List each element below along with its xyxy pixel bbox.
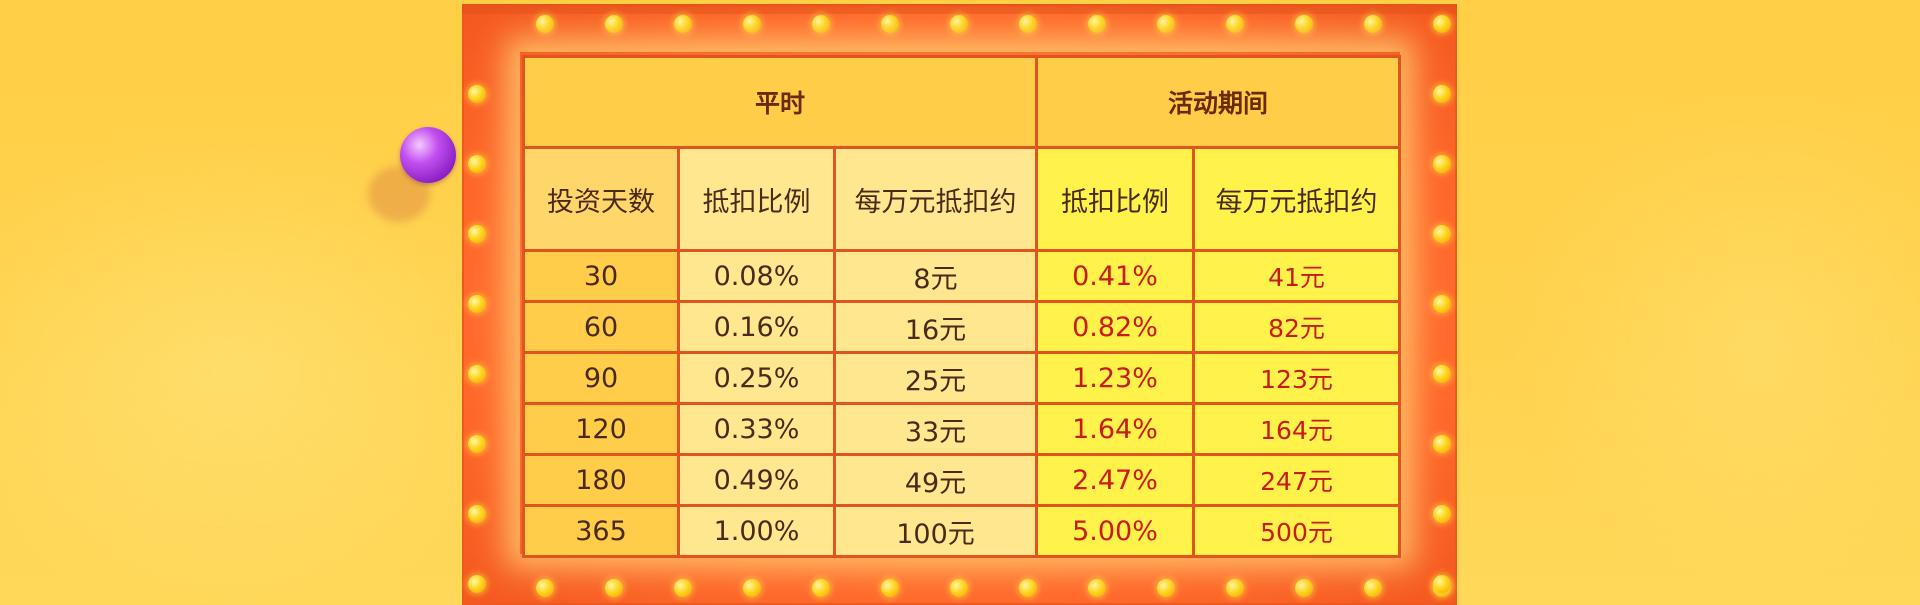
marquee-bulb bbox=[1295, 579, 1313, 597]
marquee-bulb bbox=[1088, 579, 1106, 597]
marquee-bulb bbox=[674, 579, 692, 597]
marquee-bulb bbox=[1157, 579, 1175, 597]
column-header-normal-amount: 每万元抵扣约 bbox=[833, 146, 1038, 252]
marquee-bulb bbox=[468, 435, 486, 453]
marquee-bulb bbox=[605, 15, 623, 33]
cell-event-amount: 82元 bbox=[1191, 300, 1402, 354]
table-row: 30 0.08% 8元 0.41% 41元 bbox=[522, 249, 1402, 303]
cell-normal-amount: 8元 bbox=[833, 249, 1038, 303]
marquee-bulb bbox=[1295, 15, 1313, 33]
table-row: 60 0.16% 16元 0.82% 82元 bbox=[522, 300, 1402, 354]
table-row: 90 0.25% 25元 1.23% 123元 bbox=[522, 351, 1402, 405]
marquee-bulb bbox=[468, 225, 486, 243]
cell-normal-rate: 0.08% bbox=[677, 249, 836, 303]
cell-normal-amount: 100元 bbox=[833, 504, 1038, 558]
cell-normal-amount: 33元 bbox=[833, 402, 1038, 456]
marquee-bulb bbox=[468, 365, 486, 383]
marquee-bulb bbox=[1433, 295, 1451, 313]
column-header-row: 投资天数 抵扣比例 每万元抵扣约 抵扣比例 每万元抵扣约 bbox=[522, 146, 1402, 252]
marquee-bulb bbox=[468, 295, 486, 313]
marquee-bulb bbox=[1433, 365, 1451, 383]
marquee-bulb bbox=[674, 15, 692, 33]
cell-normal-rate: 0.49% bbox=[677, 453, 836, 507]
cell-event-rate: 2.47% bbox=[1035, 453, 1195, 507]
background-glow-right bbox=[1500, 80, 1920, 600]
cell-days: 30 bbox=[522, 249, 680, 303]
marquee-bulb bbox=[1433, 225, 1451, 243]
cell-days: 120 bbox=[522, 402, 680, 456]
marquee-bulb bbox=[743, 579, 761, 597]
column-header-days: 投资天数 bbox=[522, 146, 680, 252]
marquee-bulb bbox=[812, 579, 830, 597]
cell-event-amount: 123元 bbox=[1191, 351, 1402, 405]
cell-normal-amount: 25元 bbox=[833, 351, 1038, 405]
cell-normal-rate: 0.33% bbox=[677, 402, 836, 456]
marquee-bulb bbox=[1157, 15, 1175, 33]
cell-days: 90 bbox=[522, 351, 680, 405]
table-row: 365 1.00% 100元 5.00% 500元 bbox=[522, 504, 1402, 558]
cell-event-amount: 247元 bbox=[1191, 453, 1402, 507]
cell-days: 180 bbox=[522, 453, 680, 507]
marquee-bulb bbox=[1364, 579, 1382, 597]
cell-normal-amount: 49元 bbox=[833, 453, 1038, 507]
marquee-bulb bbox=[1019, 15, 1037, 33]
marquee-bulb bbox=[881, 15, 899, 33]
group-header-row: 平时 活动期间 bbox=[522, 55, 1402, 149]
marquee-bulb bbox=[468, 505, 486, 523]
marquee-bulb bbox=[468, 85, 486, 103]
marquee-bulb bbox=[468, 155, 486, 173]
marquee-bulb bbox=[881, 579, 899, 597]
cell-normal-amount: 16元 bbox=[833, 300, 1038, 354]
cell-event-amount: 41元 bbox=[1191, 249, 1402, 303]
marquee-bulb bbox=[1019, 579, 1037, 597]
cell-normal-rate: 0.25% bbox=[677, 351, 836, 405]
cell-event-rate: 0.41% bbox=[1035, 249, 1195, 303]
cell-normal-rate: 1.00% bbox=[677, 504, 836, 558]
board-top-edge bbox=[462, 4, 1457, 14]
decorative-purple-ball bbox=[400, 127, 456, 183]
marquee-bulb bbox=[1433, 15, 1451, 33]
marquee-bulb bbox=[1433, 85, 1451, 103]
table-row: 180 0.49% 49元 2.47% 247元 bbox=[522, 453, 1402, 507]
column-header-event-amount: 每万元抵扣约 bbox=[1191, 146, 1402, 252]
marquee-bulb bbox=[1364, 15, 1382, 33]
marquee-bulb bbox=[1226, 15, 1244, 33]
marquee-bulb bbox=[812, 15, 830, 33]
marquee-bulb bbox=[1433, 575, 1451, 593]
marquee-bulb bbox=[1433, 155, 1451, 173]
cell-event-rate: 1.23% bbox=[1035, 351, 1195, 405]
marquee-bulb bbox=[950, 579, 968, 597]
cell-event-rate: 5.00% bbox=[1035, 504, 1195, 558]
marquee-bulb bbox=[468, 575, 486, 593]
marquee-bulb bbox=[1088, 15, 1106, 33]
column-header-normal-rate: 抵扣比例 bbox=[677, 146, 836, 252]
discount-rate-table: 平时 活动期间 投资天数 抵扣比例 每万元抵扣约 抵扣比例 每万元抵扣约 30 … bbox=[522, 55, 1402, 558]
cell-event-rate: 0.82% bbox=[1035, 300, 1195, 354]
cell-normal-rate: 0.16% bbox=[677, 300, 836, 354]
marquee-bulb bbox=[1433, 505, 1451, 523]
cell-event-rate: 1.64% bbox=[1035, 402, 1195, 456]
marquee-bulb bbox=[536, 579, 554, 597]
marquee-bulb bbox=[743, 15, 761, 33]
marquee-bulb bbox=[1226, 579, 1244, 597]
group-header-event: 活动期间 bbox=[1034, 55, 1402, 149]
cell-days: 365 bbox=[522, 504, 680, 558]
cell-event-amount: 164元 bbox=[1191, 402, 1402, 456]
marquee-bulb bbox=[950, 15, 968, 33]
column-header-event-rate: 抵扣比例 bbox=[1035, 146, 1195, 252]
marquee-bulb bbox=[605, 579, 623, 597]
marquee-bulb bbox=[536, 15, 554, 33]
cell-event-amount: 500元 bbox=[1191, 504, 1402, 558]
marquee-bulb bbox=[1433, 435, 1451, 453]
table-row: 120 0.33% 33元 1.64% 164元 bbox=[522, 402, 1402, 456]
cell-days: 60 bbox=[522, 300, 680, 354]
group-header-normal: 平时 bbox=[522, 55, 1038, 149]
